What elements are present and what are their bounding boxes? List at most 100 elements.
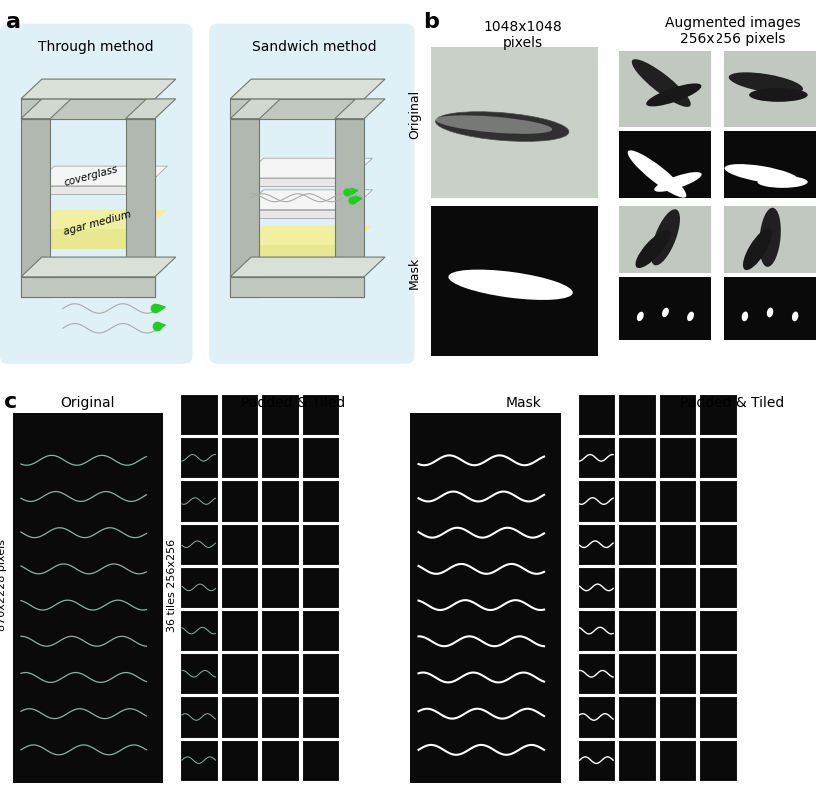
Polygon shape	[33, 166, 167, 186]
Ellipse shape	[741, 312, 747, 321]
Polygon shape	[21, 79, 176, 99]
Bar	[699, 394, 737, 435]
Bar	[301, 740, 339, 781]
Bar	[658, 567, 696, 608]
Bar	[221, 480, 257, 521]
Bar	[658, 524, 696, 565]
Bar	[261, 480, 298, 521]
Bar	[723, 51, 815, 127]
Bar	[699, 524, 737, 565]
Bar	[261, 394, 298, 435]
Polygon shape	[230, 257, 385, 277]
Bar	[577, 567, 614, 608]
Bar	[699, 567, 737, 608]
Polygon shape	[21, 99, 155, 119]
Ellipse shape	[791, 312, 798, 321]
Bar	[699, 653, 737, 694]
Bar	[723, 206, 815, 273]
Bar	[261, 567, 298, 608]
Text: b: b	[422, 12, 438, 32]
Bar	[301, 610, 339, 651]
FancyBboxPatch shape	[0, 24, 192, 364]
Bar	[301, 394, 339, 435]
Bar	[221, 394, 257, 435]
Polygon shape	[242, 210, 351, 218]
Bar	[577, 480, 614, 521]
Text: 870x2228 pixels: 870x2228 pixels	[0, 539, 7, 631]
Ellipse shape	[758, 208, 780, 267]
Bar	[180, 567, 217, 608]
Bar	[619, 206, 711, 273]
Bar	[13, 413, 163, 783]
Polygon shape	[230, 99, 280, 119]
Bar	[618, 740, 655, 781]
Polygon shape	[334, 119, 364, 297]
Ellipse shape	[686, 312, 693, 321]
Bar	[618, 696, 655, 737]
Bar	[618, 480, 655, 521]
Bar	[221, 740, 257, 781]
Bar	[301, 437, 339, 479]
Bar	[723, 277, 815, 340]
Bar	[261, 696, 298, 737]
Bar	[221, 524, 257, 565]
Bar	[180, 437, 217, 479]
Bar	[301, 696, 339, 737]
Polygon shape	[242, 190, 372, 210]
Bar	[577, 653, 614, 694]
Bar	[431, 206, 598, 356]
Bar	[180, 480, 217, 521]
Bar	[658, 437, 696, 479]
Polygon shape	[242, 225, 372, 245]
Bar	[221, 653, 257, 694]
Bar	[699, 740, 737, 781]
Bar	[619, 131, 711, 198]
Text: Original: Original	[60, 396, 115, 410]
Bar	[699, 610, 737, 651]
Bar	[301, 480, 339, 521]
Text: agar medium: agar medium	[63, 210, 132, 237]
Bar	[261, 524, 298, 565]
Bar	[261, 437, 298, 479]
Bar	[301, 567, 339, 608]
Text: Padded & Tiled: Padded & Tiled	[680, 396, 783, 410]
Bar	[577, 610, 614, 651]
Bar	[221, 696, 257, 737]
Bar	[180, 653, 217, 694]
Bar	[431, 47, 598, 198]
Polygon shape	[242, 178, 351, 186]
Bar	[619, 277, 711, 340]
Text: Mask: Mask	[505, 396, 540, 410]
Text: Augmented images
256x256 pixels: Augmented images 256x256 pixels	[664, 16, 799, 46]
Bar	[723, 131, 815, 198]
Ellipse shape	[757, 176, 807, 187]
Ellipse shape	[448, 270, 572, 300]
Text: Mask: Mask	[407, 257, 421, 289]
Ellipse shape	[742, 229, 771, 270]
Bar	[658, 394, 696, 435]
Bar	[618, 437, 655, 479]
Bar	[577, 437, 614, 479]
Bar	[180, 524, 217, 565]
Bar	[619, 51, 711, 127]
Bar	[180, 394, 217, 435]
Text: Through method: Through method	[38, 40, 154, 54]
Polygon shape	[230, 119, 259, 297]
Polygon shape	[334, 99, 385, 119]
Bar	[699, 437, 737, 479]
Bar	[410, 413, 560, 783]
Bar	[261, 653, 298, 694]
Ellipse shape	[748, 88, 807, 102]
Bar	[180, 740, 217, 781]
Bar	[180, 696, 217, 737]
Ellipse shape	[654, 172, 701, 191]
Ellipse shape	[661, 308, 668, 317]
Polygon shape	[33, 210, 167, 229]
Ellipse shape	[650, 210, 679, 265]
Polygon shape	[125, 99, 176, 119]
Bar	[658, 740, 696, 781]
Ellipse shape	[728, 72, 802, 94]
Polygon shape	[230, 79, 385, 99]
Bar	[658, 480, 696, 521]
Bar	[618, 610, 655, 651]
